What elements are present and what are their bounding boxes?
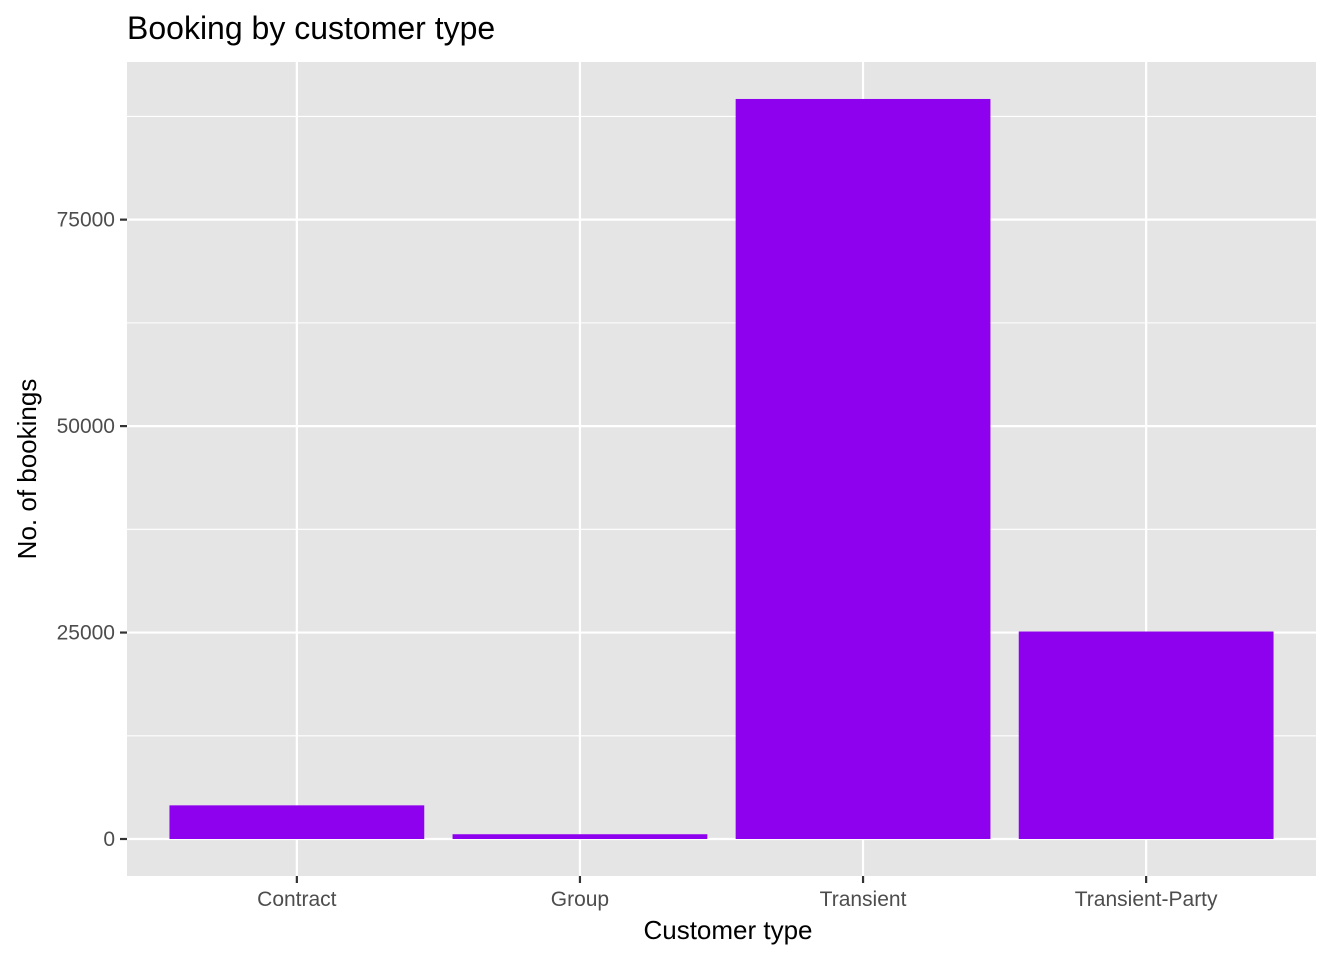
bar-group [452, 834, 708, 840]
chart-title: Booking by customer type [127, 10, 495, 46]
y-axis: 0 25000 50000 75000 [57, 209, 127, 851]
bar-transient [735, 98, 991, 840]
x-tick-label: Group [551, 888, 609, 911]
x-tick-label: Transient-Party [1075, 888, 1218, 911]
y-tick-label: 0 [103, 828, 115, 851]
y-tick-label: 75000 [57, 209, 115, 232]
y-tick-label: 25000 [57, 622, 115, 645]
bars [169, 98, 1274, 840]
x-axis: Contract Group Transient Transient-Party [257, 876, 1218, 911]
bar-transient-party [1018, 631, 1274, 840]
x-tick-label: Contract [257, 888, 337, 911]
x-tick-label: Transient [820, 888, 907, 911]
y-axis-title: No. of bookings [12, 379, 42, 560]
x-axis-title: Customer type [643, 915, 812, 945]
bar-contract [169, 805, 425, 840]
y-tick-label: 50000 [57, 415, 115, 438]
